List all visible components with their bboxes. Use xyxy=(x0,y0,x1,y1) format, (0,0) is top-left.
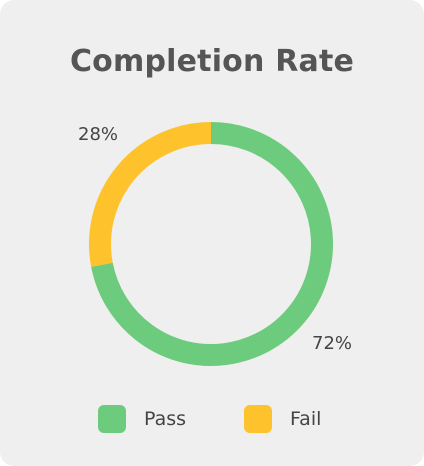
legend-label-fail: Fail xyxy=(290,408,322,430)
legend-swatch-pass xyxy=(98,405,126,433)
donut-slice-fail xyxy=(89,122,212,267)
legend-item-fail: Fail xyxy=(244,402,321,436)
data-label-fail: 28% xyxy=(78,124,119,145)
legend-swatch-fail xyxy=(244,405,272,433)
donut-slice-pass xyxy=(91,122,333,366)
legend-label-pass: Pass xyxy=(144,408,187,430)
legend-item-pass: Pass xyxy=(98,402,186,436)
chart-title: Completion Rate xyxy=(69,44,355,79)
data-label-pass: 72% xyxy=(312,333,353,354)
